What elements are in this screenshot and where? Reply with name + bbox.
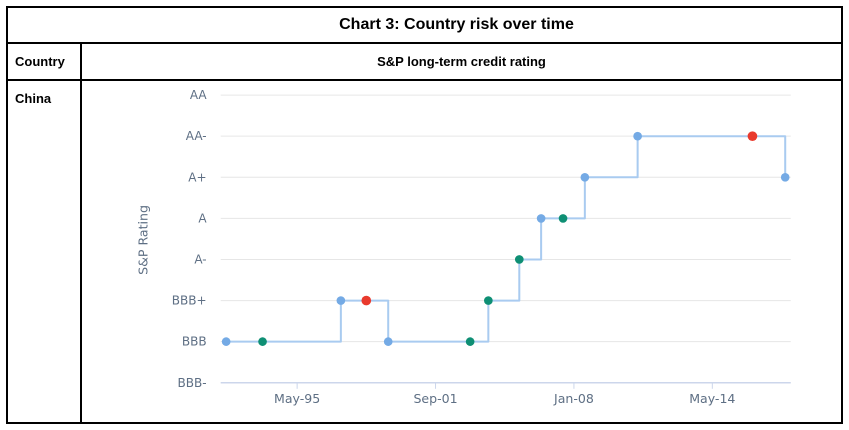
x-tick-label: Jan-08 [553,391,594,406]
data-point-may-97[interactable]: May-97: BBB+ [336,296,346,305]
body-cell-chart: May-95 Sep-01 Jan-08 May-14 BBB- BBB BBB+ A- A A+… [82,81,841,422]
data-point-feb-04[interactable]: Feb-04: BBB+ [484,296,493,305]
data-point-oct-93[interactable]: Oct-93: BBB [258,337,267,346]
data-point-sep-17[interactable]: Sep-17: A+ [780,172,790,182]
data-point-jul-98[interactable]: Jul-98: BBB+ [361,295,372,306]
y-tick-label: AA- [186,129,207,143]
rating-step-line [225,135,787,343]
y-tick-label: AA [190,88,208,102]
y-tick-label: BBB [182,335,207,349]
data-point-feb-92[interactable]: Feb-92: BBB [221,337,231,346]
y-tick-label: BBB- [178,376,207,390]
body-cell-country: China [8,81,82,422]
data-point-jul-99[interactable]: Jul-99: BBB [383,337,393,346]
header-rating-label: S&P long-term credit rating [377,54,546,69]
y-tick-label: A [198,211,207,225]
rating-step-chart: May-95 Sep-01 Jan-08 May-14 BBB- BBB BBB+ A- A A+… [135,88,791,406]
table-header-row: Country S&P long-term credit rating [8,44,841,81]
chart-title: Chart 3: Country risk over time [339,16,574,33]
y-tick-label: A- [194,252,206,266]
table-body-row: China May-95 Sep-01 Jan-08 May-14 BBB- BBB BBB… [8,81,841,422]
country-name: China [15,91,52,106]
y-tick-label: A+ [188,170,206,184]
data-point-mar-16[interactable]: Mar-16: AA- [747,131,758,142]
x-tick-label: May-95 [274,391,320,406]
header-cell-country: Country [8,44,82,79]
x-tick-label: May-14 [689,391,735,406]
data-point-apr-03[interactable]: Apr-03: BBB [465,337,475,346]
data-point-jul-05[interactable]: Jul-05: A- [514,255,524,264]
header-cell-rating: S&P long-term credit rating [82,44,841,79]
data-point-jul-07[interactable]: Jul-07: A [558,214,568,223]
y-tick-label: BBB+ [172,294,207,308]
data-point-jul-06[interactable]: Jul-06: A [536,214,546,223]
title-row: Chart 3: Country risk over time [8,8,841,44]
x-tick-label: Sep-01 [413,391,457,406]
data-point-dec-10[interactable]: Dec-10: AA- [633,131,642,141]
header-country-label: Country [15,54,65,69]
y-axis-title: S&P Rating [135,205,150,275]
data-point-jul-08[interactable]: Jul-08: A+ [580,172,590,182]
chart-table: Chart 3: Country risk over time Country … [6,6,843,424]
